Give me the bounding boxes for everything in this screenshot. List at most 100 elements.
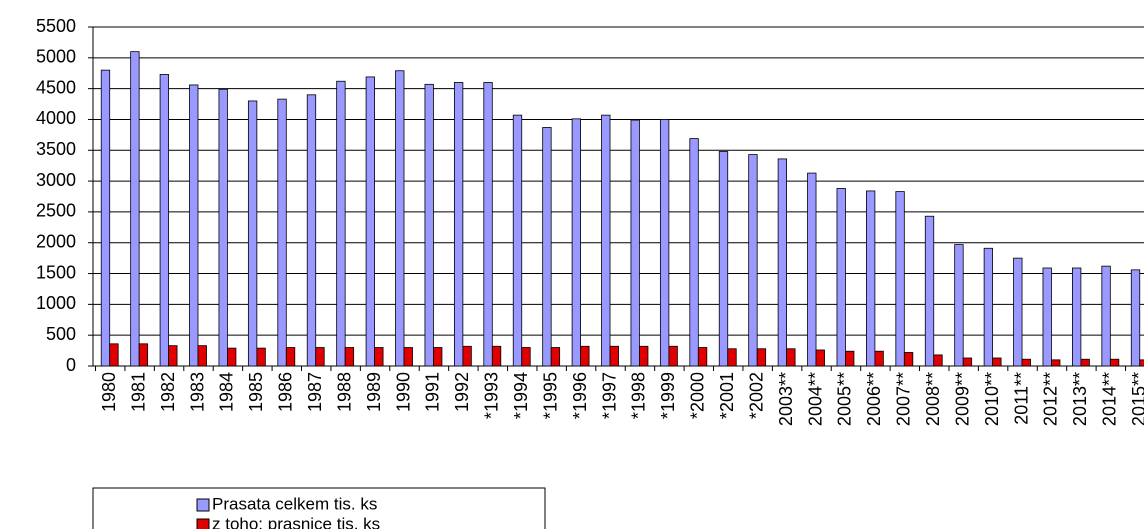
bar [159, 74, 169, 367]
bar [962, 357, 973, 367]
bar [845, 350, 855, 367]
bar [256, 347, 266, 367]
bar [433, 347, 443, 367]
bar [512, 114, 523, 367]
bar [306, 94, 317, 367]
x-tick-label: *1994 [511, 372, 531, 419]
bar [992, 357, 1002, 367]
x-tick-label: 2007** [894, 372, 914, 426]
bar [659, 119, 670, 367]
bar [315, 347, 325, 367]
bar [197, 345, 207, 367]
bar [571, 118, 581, 367]
x-tick-label: 2006** [864, 372, 884, 426]
x-tick-label: 1986 [276, 372, 296, 412]
y-tick-label: 0 [66, 355, 76, 375]
bar [365, 76, 375, 367]
bar [874, 350, 884, 367]
bar [521, 347, 531, 367]
bar [815, 349, 825, 367]
x-tick-label: 1980 [99, 372, 119, 412]
bar [395, 70, 405, 367]
x-tick-label: 2008** [923, 372, 943, 426]
bar [748, 154, 758, 367]
y-tick-label: 2500 [36, 201, 76, 221]
bar [403, 347, 413, 367]
x-tick-label: 2011** [1011, 372, 1031, 425]
x-tick-label: 2004** [805, 372, 825, 426]
bar [983, 247, 994, 367]
x-tick-label: 2009** [952, 372, 972, 426]
bar [138, 343, 149, 367]
bar [777, 158, 788, 367]
x-tick-label: 1987 [305, 372, 325, 412]
bar [924, 215, 935, 367]
bar [895, 191, 905, 367]
bar [836, 188, 846, 367]
bar [807, 172, 817, 367]
bar [727, 348, 737, 367]
x-tick-label: 2015** [1129, 372, 1144, 426]
x-tick-label: *1995 [540, 372, 560, 419]
bar [903, 352, 914, 367]
bar [227, 347, 237, 367]
x-tick-label: 2014** [1100, 372, 1120, 426]
x-tick-label: *1998 [629, 372, 649, 419]
x-tick-label: *1999 [658, 372, 678, 419]
bar [100, 69, 111, 367]
bar [786, 348, 796, 367]
bar [601, 114, 611, 367]
bar [580, 345, 590, 367]
bar [933, 354, 943, 367]
bar [609, 345, 619, 367]
x-tick-label: *1997 [599, 372, 619, 419]
bar [1051, 359, 1061, 367]
x-tick-label: 2003** [776, 372, 796, 426]
bar [483, 82, 493, 367]
x-tick-label: 1988 [334, 372, 354, 412]
legend-box [92, 487, 546, 529]
y-tick-label: 4500 [36, 77, 76, 97]
x-tick-label: 1983 [187, 372, 207, 412]
y-tick-label: 1000 [36, 293, 76, 313]
bar [491, 345, 502, 367]
bar [689, 138, 699, 367]
bar [1072, 267, 1082, 367]
bar [668, 345, 678, 367]
bar [109, 343, 119, 367]
bar [1013, 257, 1023, 367]
bar [954, 244, 964, 367]
bar [639, 345, 649, 367]
bar [756, 348, 767, 367]
bar [374, 347, 384, 367]
x-tick-label: 2005** [835, 372, 855, 426]
bar [1080, 358, 1090, 367]
legend-label: z toho: prasnice tis. ks [212, 514, 380, 529]
x-tick-label: *2001 [717, 372, 737, 419]
bar [189, 84, 199, 367]
bar [697, 347, 708, 367]
bar [424, 83, 434, 367]
y-tick-label: 5000 [36, 47, 76, 67]
x-tick-label: 1992 [452, 372, 472, 412]
bar [1109, 358, 1120, 367]
legend-label: Prasata celkem tis. ks [212, 494, 377, 513]
bar [218, 88, 228, 367]
x-tick-label: 1991 [423, 372, 443, 412]
y-tick-label: 3000 [36, 170, 76, 190]
bar [1130, 269, 1141, 367]
x-tick-label: 2012** [1041, 372, 1061, 426]
y-tick-label: 2000 [36, 231, 76, 251]
y-tick-label: 1500 [36, 262, 76, 282]
bar [1021, 358, 1031, 367]
x-tick-label: *1996 [570, 372, 590, 419]
bar [277, 98, 287, 367]
y-tick-label: 4000 [36, 108, 76, 128]
bar [344, 347, 355, 367]
x-tick-label: 1985 [246, 372, 266, 412]
bar [542, 127, 552, 367]
bar [247, 100, 258, 367]
bar [865, 190, 876, 367]
bar [718, 151, 729, 367]
